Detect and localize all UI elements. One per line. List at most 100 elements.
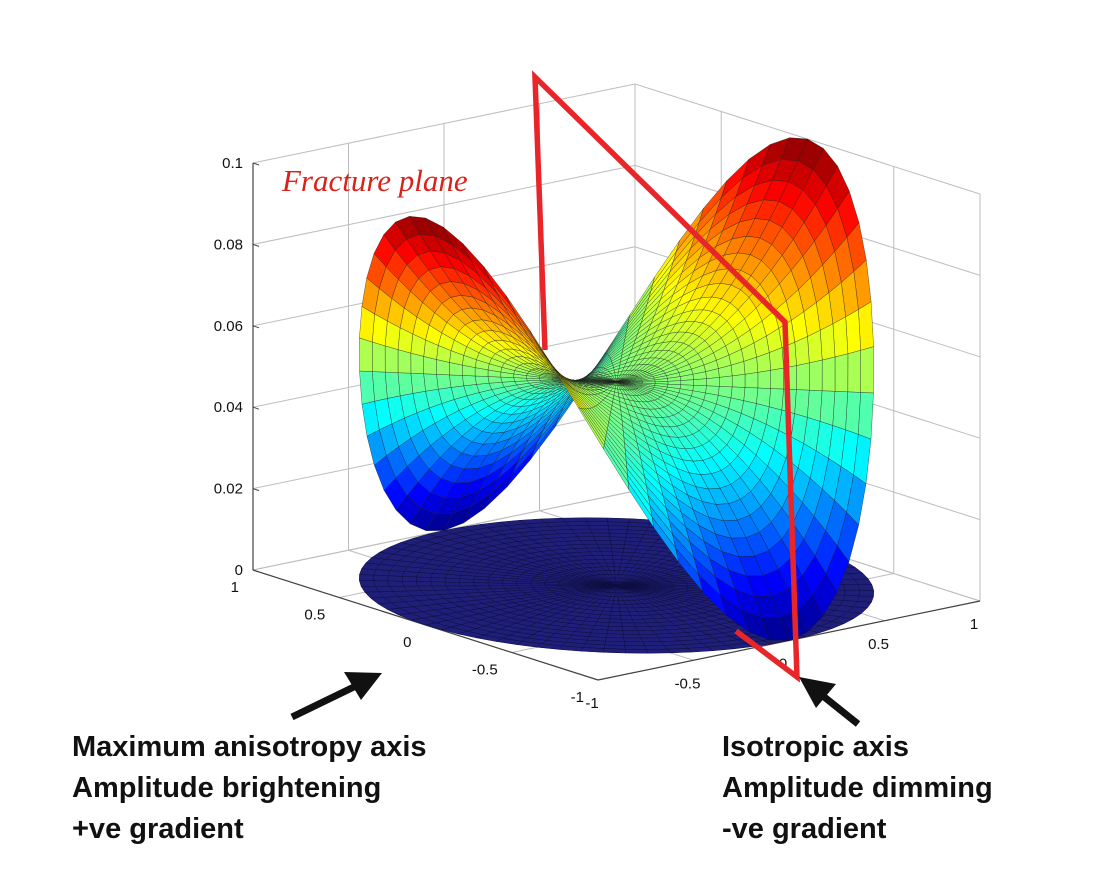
- disk-cell: [562, 517, 587, 523]
- right-axis-tick-label: 0.5: [868, 636, 889, 653]
- disk-cell: [621, 626, 639, 631]
- surface-cell: [757, 370, 771, 389]
- disk-cell: [358, 580, 376, 587]
- back-wall-gridline: [252, 164, 636, 245]
- disk-cell: [387, 575, 403, 582]
- disk-cell: [612, 558, 622, 564]
- disk-cell: [610, 543, 625, 549]
- surface-cell: [397, 372, 414, 397]
- right-axis-tick-label: 1: [970, 616, 978, 633]
- surface-cell: [819, 390, 836, 426]
- disk-cell: [856, 595, 874, 603]
- disk-cell: [612, 600, 620, 605]
- disk-cell: [842, 594, 860, 602]
- disk-cell: [603, 648, 627, 654]
- left-annotation-line-2: Amplitude brightening: [72, 772, 381, 804]
- surface-cell: [832, 391, 849, 431]
- z-tick-label: 0: [235, 562, 243, 579]
- right-axis-tick-label: -1: [585, 695, 598, 712]
- disk-cell: [458, 582, 475, 587]
- disk-cell: [640, 637, 662, 643]
- surface-cell: [423, 373, 439, 392]
- surface-cell: [845, 309, 861, 355]
- surface-cell: [706, 377, 720, 387]
- surface-cell: [821, 356, 836, 392]
- right-annotation-line-2: Amplitude dimming: [722, 772, 993, 804]
- disk-cell: [843, 584, 860, 591]
- disk-cell: [598, 547, 613, 552]
- disk-cell: [430, 581, 447, 587]
- disk-cell: [430, 577, 446, 583]
- disk-cell: [444, 577, 460, 583]
- disk-cell: [445, 585, 464, 591]
- disk-cell: [622, 634, 642, 639]
- right-annotation-line-1: Isotropic axis: [722, 731, 909, 763]
- z-tick-label: 0.08: [214, 236, 243, 253]
- disk-cell: [565, 521, 589, 526]
- surface-cell: [731, 374, 746, 388]
- disk-cell: [613, 566, 621, 571]
- disk-cell: [473, 579, 489, 584]
- left-axis-tick-label: -0.5: [472, 662, 498, 679]
- surface-cell: [529, 329, 557, 373]
- surface-cell: [384, 371, 401, 399]
- disk-cell: [571, 528, 593, 534]
- z-tick-label: 0.1: [222, 155, 243, 172]
- surface-cell: [359, 337, 373, 372]
- disk-cell: [613, 596, 619, 601]
- disk-cell: [359, 574, 375, 581]
- surface-cell: [768, 388, 784, 411]
- disk-cell: [844, 589, 860, 597]
- z-tick-label: 0.06: [214, 318, 243, 335]
- disk-cell: [609, 614, 622, 620]
- disk-cell: [593, 536, 611, 541]
- fracture-plane-label: Fracture plane: [281, 163, 468, 198]
- disk-cell: [858, 590, 874, 597]
- surface-cell: [474, 375, 490, 385]
- surface-cell: [359, 370, 375, 405]
- disk-cell: [625, 649, 649, 654]
- disk-cell: [624, 645, 647, 650]
- surface-cell: [410, 352, 424, 375]
- surface-cell: [807, 389, 823, 422]
- surface-cell: [834, 353, 849, 393]
- disk-cell: [574, 532, 594, 538]
- surface-cell: [807, 329, 823, 364]
- surface-cell: [693, 378, 707, 387]
- disk-cell: [606, 517, 630, 523]
- surface-cell: [384, 345, 399, 373]
- disk-cell: [611, 607, 621, 613]
- disk-cell: [621, 622, 637, 628]
- z-tick-mark: [252, 325, 260, 329]
- disk-cell: [611, 551, 624, 557]
- disk-cell: [623, 637, 644, 643]
- disk-cell: [594, 540, 612, 545]
- z-tick-mark: [252, 243, 260, 247]
- surface-cell: [436, 374, 452, 390]
- surface-cell: [858, 392, 874, 440]
- disk-cell: [373, 580, 390, 587]
- surface-cell: [832, 316, 849, 358]
- disk-cell: [487, 582, 504, 587]
- surface-cell: [500, 376, 515, 383]
- left-axis-tick-label: -1: [571, 689, 584, 706]
- z-tick-mark: [252, 488, 260, 492]
- back-wall-gridline: [252, 83, 636, 164]
- left-axis-tick-label: 0.5: [304, 607, 325, 624]
- surface-cell: [845, 391, 861, 435]
- disk-cell: [401, 571, 419, 578]
- left-annotation-line-1: Maximum anisotropy axis: [72, 731, 427, 763]
- surface-cell: [372, 341, 386, 373]
- surface-cell: [680, 379, 694, 386]
- left-axis-tick-label: 1: [231, 579, 239, 596]
- disk-cell: [589, 528, 610, 534]
- disk-cell: [373, 574, 389, 582]
- surface-cell: [744, 372, 759, 389]
- disk-cell: [584, 517, 608, 522]
- disk-cell: [373, 569, 391, 577]
- z-tick-label: 0.02: [214, 481, 243, 498]
- disk-cell: [612, 555, 623, 560]
- disk-cell: [444, 581, 461, 587]
